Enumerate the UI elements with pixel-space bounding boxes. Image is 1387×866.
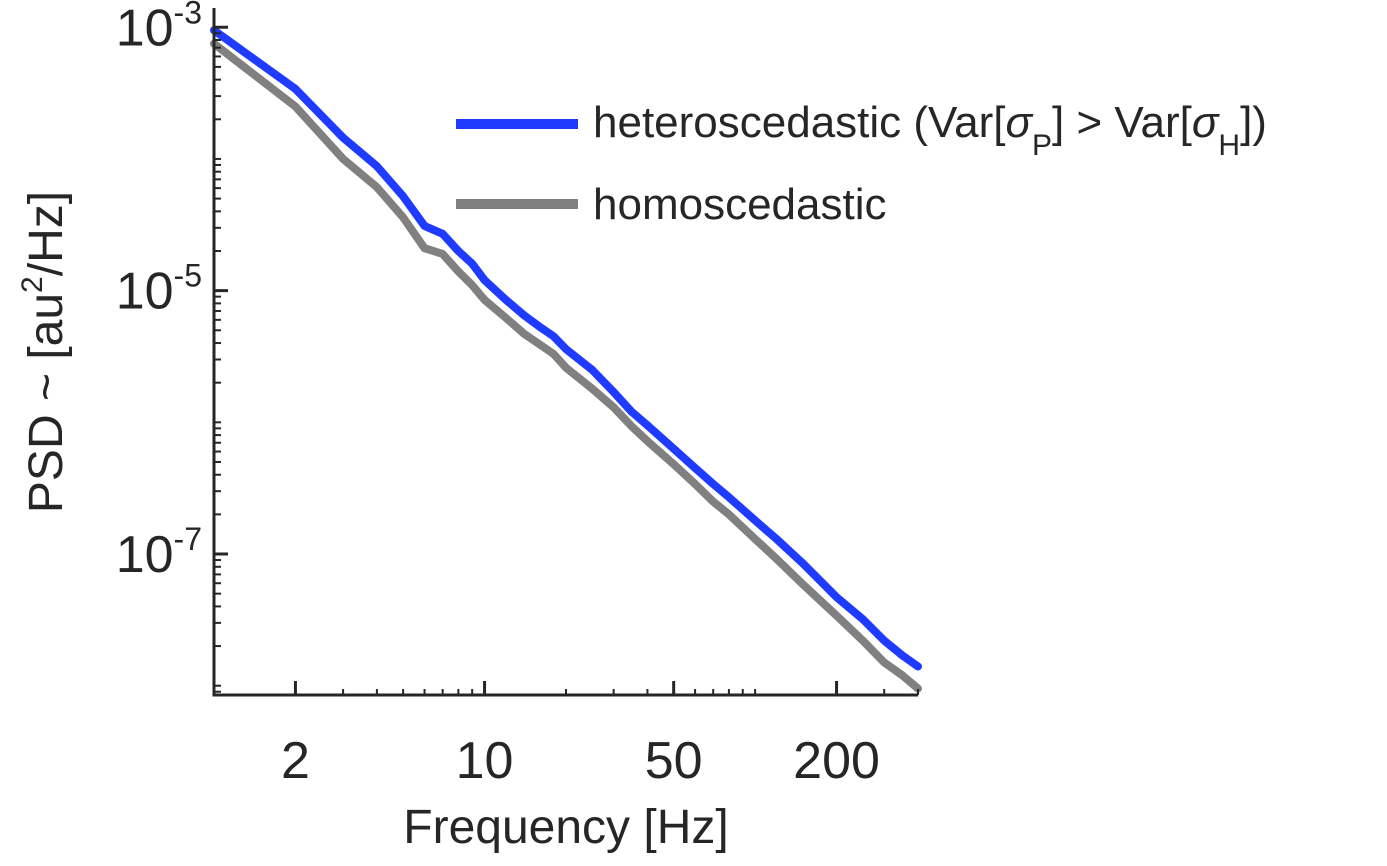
y-axis-label: PSD ~ [au2/Hz] — [16, 191, 73, 513]
x-tick-label: 50 — [645, 732, 703, 790]
legend-label-heteroscedastic: heteroscedastic (Var[σP] > Var[σH]) — [593, 98, 1267, 162]
y-tick-label: 10-5 — [116, 258, 202, 321]
x-axis-label: Frequency [Hz] — [403, 801, 728, 854]
y-tick-label: 10-3 — [116, 0, 202, 57]
x-tick-label: 2 — [281, 732, 310, 790]
y-axis-label-suffix: /Hz] — [20, 191, 73, 276]
series-line-heteroscedastic — [210, 26, 922, 671]
plot-lines — [210, 26, 922, 693]
series-line-homoscedastic — [210, 39, 922, 693]
y-tick-labels: 10-3 10-5 10-7 — [116, 0, 202, 584]
x-tick-label: 10 — [456, 732, 514, 790]
y-axis-label-sup: 2 — [16, 276, 49, 293]
legend-label-homoscedastic: homoscedastic — [593, 180, 886, 229]
y-axis-label-prefix: PSD ~ [au — [20, 293, 73, 513]
y-tick-label: 10-7 — [116, 521, 202, 584]
x-tick-label: 200 — [793, 732, 880, 790]
axes — [212, 8, 919, 697]
x-tick-labels: 2 10 50 200 — [281, 732, 880, 790]
legend: heteroscedastic (Var[σP] > Var[σH]) homo… — [456, 98, 1267, 229]
